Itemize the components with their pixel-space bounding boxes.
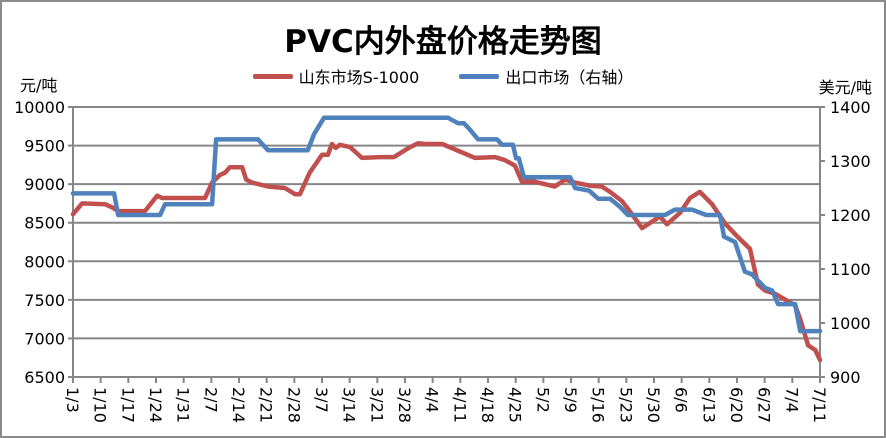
chart-title: PVC内外盘价格走势图 (284, 24, 602, 60)
x-tick-label: 1/10 (91, 387, 110, 423)
left-tick-label: 7000 (24, 329, 65, 348)
left-tick-label: 6500 (24, 368, 65, 387)
left-tick-label: 9500 (24, 137, 65, 156)
legend-swatch-blue (459, 73, 500, 79)
right-tick-label: 1300 (830, 152, 871, 171)
x-tick-label: 2/21 (257, 387, 276, 423)
x-tick-label: 7/4 (782, 387, 801, 413)
x-tick-label: 6/27 (755, 387, 774, 423)
left-axis-unit: 元/吨 (20, 76, 58, 95)
x-tick-label: 3/7 (312, 387, 331, 413)
x-tick-label: 5/16 (589, 387, 608, 423)
x-tick-label: 4/18 (478, 387, 497, 423)
right-tick-label: 1000 (830, 314, 871, 333)
x-tick-label: 5/23 (616, 387, 635, 423)
left-tick-label: 8000 (24, 252, 65, 271)
series-line-export (70, 115, 823, 334)
x-tick-label: 7/11 (810, 387, 829, 423)
left-tick-label: 8500 (24, 214, 65, 233)
legend-item-export: 出口市场（右轴） (459, 64, 633, 88)
left-tick-label: 9000 (24, 175, 65, 194)
x-tick-label: 4/25 (506, 387, 525, 423)
x-tick-label: 6/20 (727, 387, 746, 423)
x-tick-label: 5/30 (644, 387, 663, 423)
left-tick-label: 7500 (24, 291, 65, 310)
x-tick-label: 2/28 (284, 387, 303, 423)
x-tick-label: 3/28 (395, 387, 414, 423)
left-tick-label: 10000 (14, 98, 65, 117)
x-tick-label: 6/6 (672, 387, 691, 413)
legend-label: 出口市场（右轴） (505, 68, 634, 87)
legend-label: 山东市场S-1000 (298, 68, 420, 87)
x-tick-label: 1/3 (63, 387, 82, 413)
right-tick-label: 1100 (830, 260, 871, 279)
x-tick-label: 6/13 (699, 387, 718, 423)
chart-legend: 山东市场S-1000 出口市场（右轴） (2, 64, 884, 88)
right-tick-label: 900 (830, 368, 861, 387)
x-tick-label: 5/9 (561, 387, 580, 413)
right-tick-label: 1200 (830, 206, 871, 225)
series-line-shandong (70, 141, 823, 363)
x-tick-label: 1/17 (118, 387, 137, 423)
right-tick-label: 1400 (830, 98, 871, 117)
right-axis-unit: 美元/吨 (818, 78, 872, 97)
axes: 6500 7000 7500 8000 8500 9000 9500 10000 900 1000… (14, 98, 871, 423)
x-tick-label: 2/14 (229, 387, 248, 423)
x-tick-label: 3/14 (340, 387, 359, 423)
x-tick-label: 2/7 (201, 387, 220, 413)
series-lines (70, 115, 823, 363)
x-tick-label: 1/24 (146, 387, 165, 423)
x-tick-label: 3/21 (367, 387, 386, 423)
legend-item-shandong: 山东市场S-1000 (252, 64, 420, 88)
legend-swatch-red (252, 73, 293, 79)
x-tick-label: 5/2 (533, 387, 552, 413)
x-tick-label: 1/31 (174, 387, 193, 423)
x-tick-label: 4/4 (423, 387, 442, 413)
x-tick-label: 4/11 (450, 387, 469, 423)
